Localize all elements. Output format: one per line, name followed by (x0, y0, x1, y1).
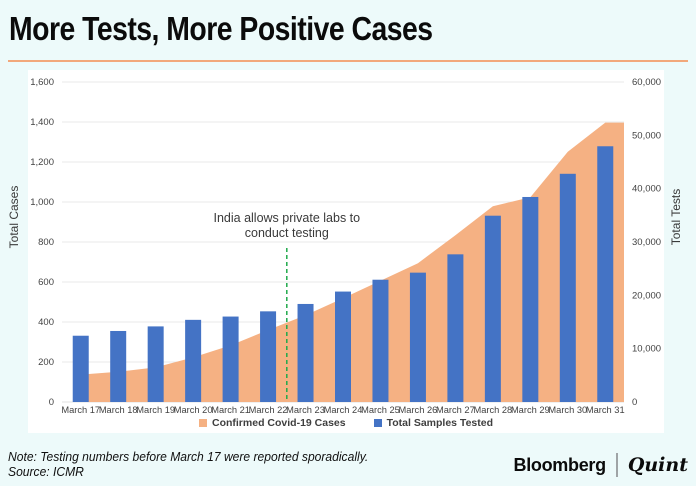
samples-tested-bar (260, 311, 277, 402)
samples-tested-bar (372, 279, 389, 402)
samples-tested-bar (484, 215, 501, 402)
footnote: Note: Testing numbers before March 17 we… (8, 449, 368, 479)
legend-label-confirmed-cases: Confirmed Covid-19 Cases (211, 417, 346, 429)
right-axis-tick-label: 10,000 (632, 344, 661, 355)
x-axis-label: March 27 (436, 405, 475, 415)
right-axis-tick-label: 20,000 (632, 290, 661, 301)
x-axis-label: March 24 (324, 405, 363, 415)
annotation-text: conduct testing (245, 226, 329, 240)
x-axis-label: March 28 (473, 405, 512, 415)
left-axis-tick-label: 1,600 (30, 77, 54, 88)
brand-divider (615, 453, 618, 477)
right-axis-tick-label: 0 (632, 397, 637, 408)
legend-item-confirmed-cases: Confirmed Covid-19 Cases (198, 417, 346, 429)
left-axis-tick-label: 600 (38, 277, 54, 288)
footnote-note-line: Note: Testing numbers before March 17 we… (8, 449, 369, 464)
samples-tested-bar (559, 173, 576, 402)
annotation-text: India allows private labs to (213, 211, 360, 225)
right-axis-tick-label: 40,000 (632, 184, 661, 195)
left-axis-tick-label: 1,000 (30, 197, 54, 208)
samples-tested-bar (147, 326, 164, 402)
legend-label-samples-tested: Total Samples Tested (386, 417, 493, 429)
x-axis-label: March 21 (211, 405, 250, 415)
x-axis-label: March 30 (548, 405, 587, 415)
page-title: More Tests, More Positive Cases (9, 10, 433, 47)
right-axis-title: Total Tests (669, 188, 683, 246)
samples-tested-bar (222, 316, 239, 402)
x-axis-label: March 22 (249, 405, 288, 415)
quint-wordmark: Quint (627, 454, 688, 476)
samples-tested-bar (409, 272, 426, 402)
right-axis-tick-label: 60,000 (632, 77, 661, 88)
x-axis-label: March 25 (361, 405, 400, 415)
samples-tested-bar (297, 303, 314, 402)
left-axis-tick-label: 1,200 (30, 157, 54, 168)
x-axis-label: March 29 (511, 405, 550, 415)
left-axis-tick-label: 200 (38, 357, 54, 368)
bloomberg-wordmark: Bloomberg (513, 454, 607, 475)
x-axis-label: March 20 (174, 405, 213, 415)
title-underline (8, 60, 688, 62)
left-axis-tick-label: 0 (49, 397, 54, 408)
x-axis-label: March 18 (99, 405, 138, 415)
x-axis-label: March 31 (586, 405, 625, 415)
right-axis-tick-label: 30,000 (632, 237, 661, 248)
samples-tested-bar (185, 319, 202, 402)
right-axis-tick-label: 50,000 (632, 130, 661, 141)
left-axis-tick-label: 1,400 (30, 117, 54, 128)
x-axis-label: March 19 (136, 405, 175, 415)
samples-tested-bar (522, 196, 539, 402)
legend-swatch-confirmed-cases (198, 419, 207, 427)
x-axis-label: March 23 (286, 405, 325, 415)
footnote-source-line: Source: ICMR (8, 464, 84, 479)
samples-tested-bar (447, 254, 464, 402)
chart-legend: Confirmed Covid-19 Cases Total Samples T… (28, 415, 664, 431)
samples-tested-bar (335, 291, 351, 402)
left-axis-tick-label: 400 (38, 317, 54, 328)
chart-canvas: 0 200 400 600 800 1,000 1,200 1,400 1,600 0 10,000… (30, 77, 661, 415)
legend-item-samples-tested: Total Samples Tested (373, 417, 493, 429)
left-axis-tick-label: 800 (38, 237, 54, 248)
left-axis-title: Total Cases (7, 185, 21, 249)
legend-swatch-samples-tested (373, 419, 382, 427)
chart-card: 0 200 400 600 800 1,000 1,200 1,400 1,600 0 10,000… (28, 70, 664, 433)
samples-tested-bar (110, 330, 127, 402)
brand-logo: Bloomberg Quint (513, 452, 688, 478)
x-axis-label: March 26 (399, 405, 438, 415)
samples-tested-bar (72, 335, 89, 402)
samples-tested-bar (597, 146, 614, 402)
x-axis-label: March 17 (61, 405, 100, 415)
